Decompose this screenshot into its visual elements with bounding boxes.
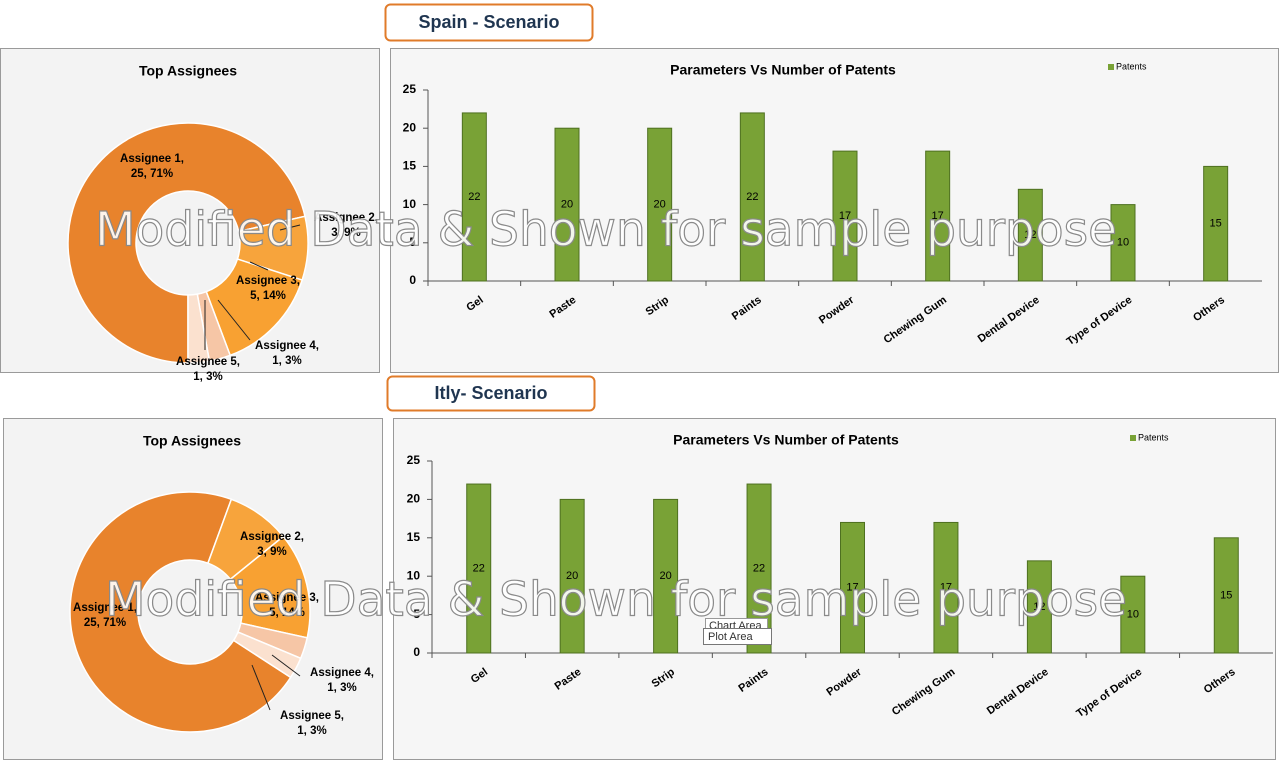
data-label: 12	[1024, 229, 1036, 241]
leader-line	[271, 654, 301, 677]
data-label: 5, 14%	[250, 290, 286, 302]
bar	[647, 127, 673, 282]
y-tick-label: 10	[407, 568, 421, 582]
scenario-heading: Itly- Scenario	[434, 383, 547, 403]
data-label: 3, 9%	[331, 227, 360, 239]
data-label: 25, 71%	[84, 617, 126, 629]
data-label: Assignee 4,	[255, 340, 319, 352]
donut-slice	[69, 491, 292, 733]
chart-title: Top Assignees	[139, 63, 237, 79]
y-tick-label: 10	[403, 197, 417, 211]
bar	[1026, 560, 1052, 654]
donut-slice	[67, 122, 306, 364]
tooltip-text: Plot Area	[708, 631, 754, 643]
data-label: 1, 3%	[297, 725, 326, 737]
data-label: 10	[1127, 609, 1139, 621]
legend-swatch	[1108, 64, 1114, 70]
donut-slice	[232, 631, 302, 679]
data-label: 22	[473, 562, 485, 574]
data-label: Assignee 1,	[73, 602, 137, 614]
data-label: 25, 71%	[131, 168, 173, 180]
data-label: 22	[468, 191, 480, 203]
data-label: 5, 14%	[269, 607, 305, 619]
data-label: 3, 9%	[257, 546, 286, 558]
data-label: Assignee 3,	[255, 592, 319, 604]
data-label: 15	[1210, 218, 1222, 230]
scenario-heading-box	[384, 3, 594, 42]
data-label: 10	[1117, 237, 1129, 249]
charts: Top Assignees Assignee 1, 25, 71% Assignee …	[67, 61, 1273, 737]
watermark: Modified Data & Shown for sample purpose	[95, 203, 1117, 258]
y-tick-label: 0	[413, 645, 420, 659]
data-label: 17	[839, 210, 851, 222]
bar	[1017, 188, 1043, 282]
scenario-heading: Spain - Scenario	[418, 12, 559, 32]
y-tick-label: 25	[407, 453, 421, 467]
y-tick-label: 15	[407, 530, 421, 544]
tooltip-box	[703, 628, 772, 645]
data-label: 1, 3%	[193, 371, 222, 383]
scenario-heading-box	[386, 375, 596, 412]
y-tick-label: 0	[409, 273, 416, 287]
bar	[559, 498, 585, 654]
data-label: Assignee 2,	[240, 531, 304, 543]
data-label: 20	[561, 199, 573, 211]
data-label: Assignee 5,	[280, 710, 344, 722]
y-tick-label: 5	[413, 607, 420, 621]
bar	[933, 521, 959, 654]
watermark: Modified Data & Shown for sample purpose	[105, 573, 1127, 628]
data-label: Assignee 3,	[236, 275, 300, 287]
legend-label: Patents	[1116, 61, 1147, 71]
data-label: 17	[940, 582, 952, 594]
data-label: Assignee 5,	[176, 356, 240, 368]
data-label: 20	[659, 570, 671, 582]
donut-slice	[187, 293, 211, 364]
bar	[840, 521, 865, 654]
legend-swatch	[1130, 435, 1136, 441]
data-label: 1, 3%	[272, 355, 301, 367]
bar	[554, 127, 580, 282]
data-label: 20	[654, 199, 666, 211]
bar	[1213, 537, 1239, 654]
data-label: 20	[566, 570, 578, 582]
data-label: 17	[932, 210, 944, 222]
bar	[653, 498, 679, 654]
bar	[1203, 165, 1229, 282]
y-tick-label: 20	[403, 120, 417, 134]
chart-title: Parameters Vs Number of Patents	[670, 62, 896, 78]
bar	[461, 112, 487, 282]
bar	[832, 150, 858, 282]
data-label: 22	[746, 191, 758, 203]
y-tick-label: 15	[403, 159, 417, 173]
data-label: 12	[1033, 601, 1045, 613]
legend-label: Patents	[1138, 432, 1169, 442]
y-tick-label: 5	[409, 235, 416, 249]
bar	[1120, 575, 1146, 654]
data-label: 1, 3%	[327, 682, 356, 694]
chart-title: Top Assignees	[143, 433, 241, 449]
y-tick-label: 20	[407, 492, 421, 506]
data-label: Assignee 2,	[314, 212, 378, 224]
donut-panel[interactable]	[3, 418, 383, 760]
leader-line	[251, 664, 271, 711]
leader-line	[249, 261, 269, 271]
chart-title: Parameters Vs Number of Patents	[673, 432, 899, 448]
leader-line	[217, 299, 251, 341]
bar	[1110, 204, 1136, 282]
data-label: Assignee 4,	[310, 667, 374, 679]
bar	[739, 112, 765, 282]
bar	[925, 150, 951, 282]
leader-line	[279, 224, 301, 231]
y-tick-label: 25	[403, 82, 417, 96]
bar	[466, 483, 492, 654]
data-label: 17	[846, 582, 858, 594]
data-label: 22	[753, 562, 765, 574]
data-label: 15	[1220, 589, 1232, 601]
data-label: Assignee 1,	[120, 153, 184, 165]
